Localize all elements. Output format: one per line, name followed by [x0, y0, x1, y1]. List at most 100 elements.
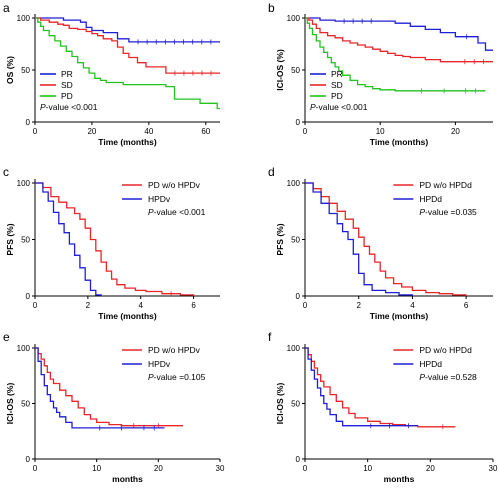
- series-line-b-0: [305, 17, 493, 51]
- series-line-e-1: [35, 347, 165, 429]
- y-tick-label: 0: [296, 118, 301, 127]
- legend-entry: PD w/o HPDd: [419, 180, 472, 190]
- legend-entry: PD w/o HPDv: [148, 345, 201, 355]
- x-axis-label: months: [384, 474, 415, 484]
- p-value-label: P: [310, 102, 316, 112]
- series-line-c-1: [35, 182, 102, 296]
- p-value-text: -value <0.001: [46, 102, 98, 112]
- y-tick-label: 50: [21, 236, 30, 245]
- legend-entry: PD w/o HPDv: [148, 180, 201, 190]
- x-tick-label: 0: [303, 464, 308, 473]
- p-value-label: P: [148, 207, 154, 217]
- x-tick-label: 0: [303, 127, 308, 136]
- x-tick-label: 20: [451, 127, 460, 136]
- x-axis-label: Time (months): [98, 311, 157, 321]
- y-axis-label: ICI-OS (%): [275, 383, 285, 425]
- p-value-label: P: [419, 207, 425, 217]
- y-tick-label: 0: [26, 292, 31, 301]
- legend-entry: HPDv: [148, 359, 171, 369]
- y-axis-label: ICI-OS (%): [5, 383, 15, 425]
- series-line-f-0: [305, 347, 456, 428]
- x-tick-label: 0: [33, 464, 38, 473]
- x-axis-label: Time (months): [370, 137, 429, 147]
- x-axis-label: Time (months): [98, 137, 157, 147]
- panel-letter: b: [268, 1, 275, 15]
- x-tick-label: 40: [144, 127, 153, 136]
- x-tick-label: 6: [464, 301, 469, 310]
- y-tick-label: 100: [17, 179, 31, 188]
- x-tick-label: 30: [489, 464, 498, 473]
- legend-entry: PR: [61, 69, 73, 79]
- panel-letter: a: [3, 1, 10, 15]
- p-value-text: -value =0.528: [425, 372, 477, 382]
- series-line-d-0: [305, 182, 467, 296]
- y-tick-label: 100: [17, 344, 31, 353]
- y-tick-label: 0: [296, 455, 301, 464]
- panel-f: f 0 50 100 0 10 20 30 months ICI-OS (%) PD w/o HPD…: [268, 330, 498, 484]
- x-tick-label: 0: [33, 301, 38, 310]
- y-tick-label: 0: [296, 292, 301, 301]
- y-tick-label: 50: [291, 400, 300, 409]
- p-value: P-value <0.001: [310, 102, 368, 112]
- p-value: P-value <0.001: [40, 102, 98, 112]
- p-value-text: -value <0.001: [316, 102, 368, 112]
- x-tick-label: 0: [33, 127, 38, 136]
- panel-letter: d: [268, 165, 275, 179]
- y-axis-label: ICI-OS (%): [275, 49, 285, 91]
- x-tick-label: 10: [92, 464, 101, 473]
- y-tick-label: 50: [291, 66, 300, 75]
- x-tick-label: 60: [201, 127, 210, 136]
- legend-entry: PD: [331, 91, 343, 101]
- legend-entry: PR: [331, 69, 343, 79]
- x-axis-label: months: [112, 474, 143, 484]
- series-line-f-1: [305, 347, 418, 427]
- x-tick-label: 10: [376, 127, 385, 136]
- series-line-a-2: [35, 17, 220, 110]
- y-tick-label: 0: [26, 118, 31, 127]
- x-tick-label: 20: [87, 127, 96, 136]
- y-tick-label: 50: [21, 66, 30, 75]
- y-tick-label: 100: [17, 14, 31, 23]
- x-tick-label: 4: [410, 301, 415, 310]
- y-tick-label: 0: [26, 455, 31, 464]
- x-tick-label: 0: [303, 301, 308, 310]
- x-axis-label: Time (months): [370, 311, 429, 321]
- panel-e: e 0 50 100 0 10 20 30 months ICI-OS (%) PD w/o HPD…: [3, 330, 225, 484]
- p-value: P-value =0.105: [148, 372, 206, 382]
- y-tick-label: 100: [287, 14, 301, 23]
- x-tick-label: 20: [426, 464, 435, 473]
- legend-entry: PD: [61, 91, 73, 101]
- series-line-c-0: [35, 182, 195, 296]
- series-line-b-1: [305, 17, 493, 63]
- p-value: P-value =0.528: [419, 372, 477, 382]
- legend-entry: HPDd: [419, 194, 442, 204]
- p-value-label: P: [419, 372, 425, 382]
- y-tick-label: 100: [287, 344, 301, 353]
- legend-entry: SD: [61, 80, 73, 90]
- series-line-a-0: [35, 17, 220, 43]
- p-value-text: -value =0.105: [154, 372, 206, 382]
- p-value-label: P: [40, 102, 46, 112]
- y-tick-label: 50: [291, 236, 300, 245]
- legend-entry: HPDd: [419, 359, 442, 369]
- y-tick-label: 100: [287, 179, 301, 188]
- x-tick-label: 4: [138, 301, 143, 310]
- series-line-e-0: [35, 347, 183, 427]
- x-tick-label: 6: [191, 301, 196, 310]
- p-value: P-value =0.035: [419, 207, 477, 217]
- p-value-text: -value =0.035: [425, 207, 477, 217]
- x-tick-label: 20: [154, 464, 163, 473]
- series-line-d-1: [305, 182, 414, 296]
- x-tick-label: 30: [216, 464, 225, 473]
- p-value: P-value <0.001: [148, 207, 206, 217]
- panel-c: c 0 50 100 0 2 4 6 Time (months) PFS (%) PD w/o HP…: [3, 165, 220, 321]
- panel-d: d 0 50 100 0 2 4 6 Time (months) PFS (%) PD w/o HP…: [268, 165, 493, 321]
- legend-entry: SD: [331, 80, 343, 90]
- y-axis-label: OS (%): [5, 56, 15, 84]
- legend-entry: HPDv: [148, 194, 171, 204]
- panel-letter: e: [3, 330, 10, 344]
- series-line-a-1: [35, 17, 220, 74]
- panel-letter: f: [268, 330, 272, 344]
